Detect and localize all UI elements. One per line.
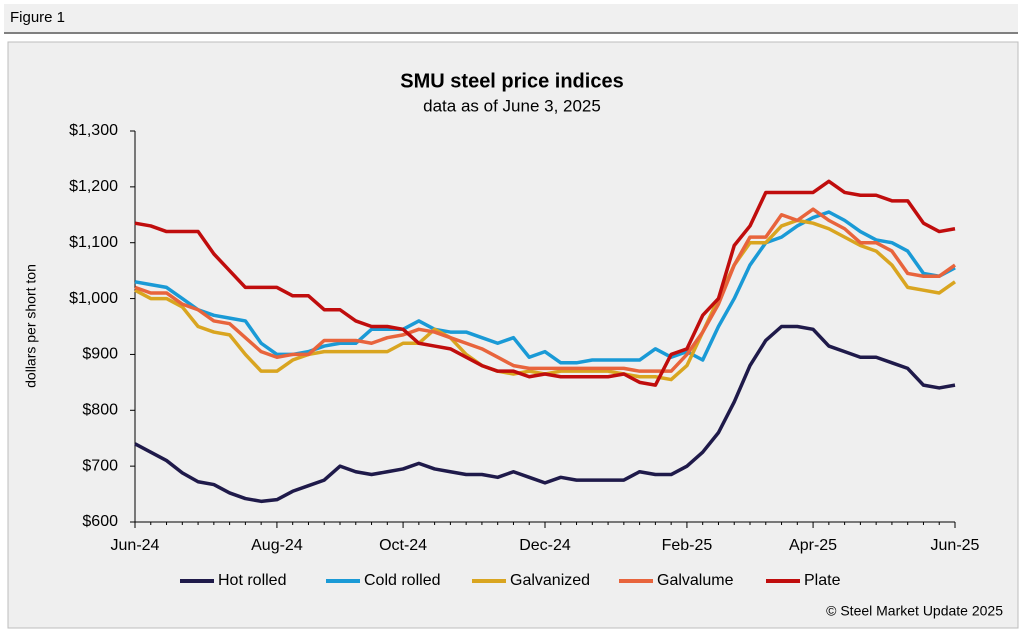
x-tick-label: Feb-25 bbox=[662, 537, 713, 554]
series-line bbox=[134, 179, 956, 387]
legend-label: Galvalume bbox=[657, 572, 734, 589]
y-tick-label: $700 bbox=[82, 457, 118, 474]
x-tick-label: Aug-24 bbox=[251, 537, 303, 554]
y-tick-label: $800 bbox=[82, 402, 118, 419]
source-note: © Steel Market Update 2025 bbox=[826, 603, 1003, 619]
y-axis-label: dollars per short ton bbox=[23, 264, 39, 388]
y-tick-label: $900 bbox=[82, 346, 118, 363]
chart-panel bbox=[7, 41, 1019, 629]
chart-subtitle: data as of June 3, 2025 bbox=[423, 96, 601, 115]
series-line bbox=[134, 324, 956, 504]
x-tick-label: Apr-25 bbox=[789, 537, 837, 554]
y-tick-label: $600 bbox=[82, 513, 118, 530]
header-band bbox=[4, 4, 1018, 32]
y-tick-label: $1,300 bbox=[69, 122, 118, 139]
x-tick-label: Dec-24 bbox=[519, 537, 571, 554]
x-tick-label: Oct-24 bbox=[379, 537, 427, 554]
series-line bbox=[134, 210, 956, 365]
legend-label: Galvanized bbox=[510, 572, 590, 589]
series-line bbox=[134, 207, 957, 373]
y-tick-label: $1,000 bbox=[69, 290, 118, 307]
figure-label: Figure 1 bbox=[10, 9, 65, 26]
legend-label: Plate bbox=[804, 572, 841, 589]
y-tick-label: $1,200 bbox=[69, 178, 118, 195]
legend-label: Cold rolled bbox=[364, 572, 440, 589]
legend-label: Hot rolled bbox=[218, 572, 286, 589]
y-tick-label: $1,100 bbox=[69, 234, 118, 251]
x-tick-label: Jun-24 bbox=[111, 537, 160, 554]
x-tick-label: Jun-25 bbox=[931, 537, 980, 554]
chart-title: SMU steel price indices bbox=[400, 70, 623, 92]
